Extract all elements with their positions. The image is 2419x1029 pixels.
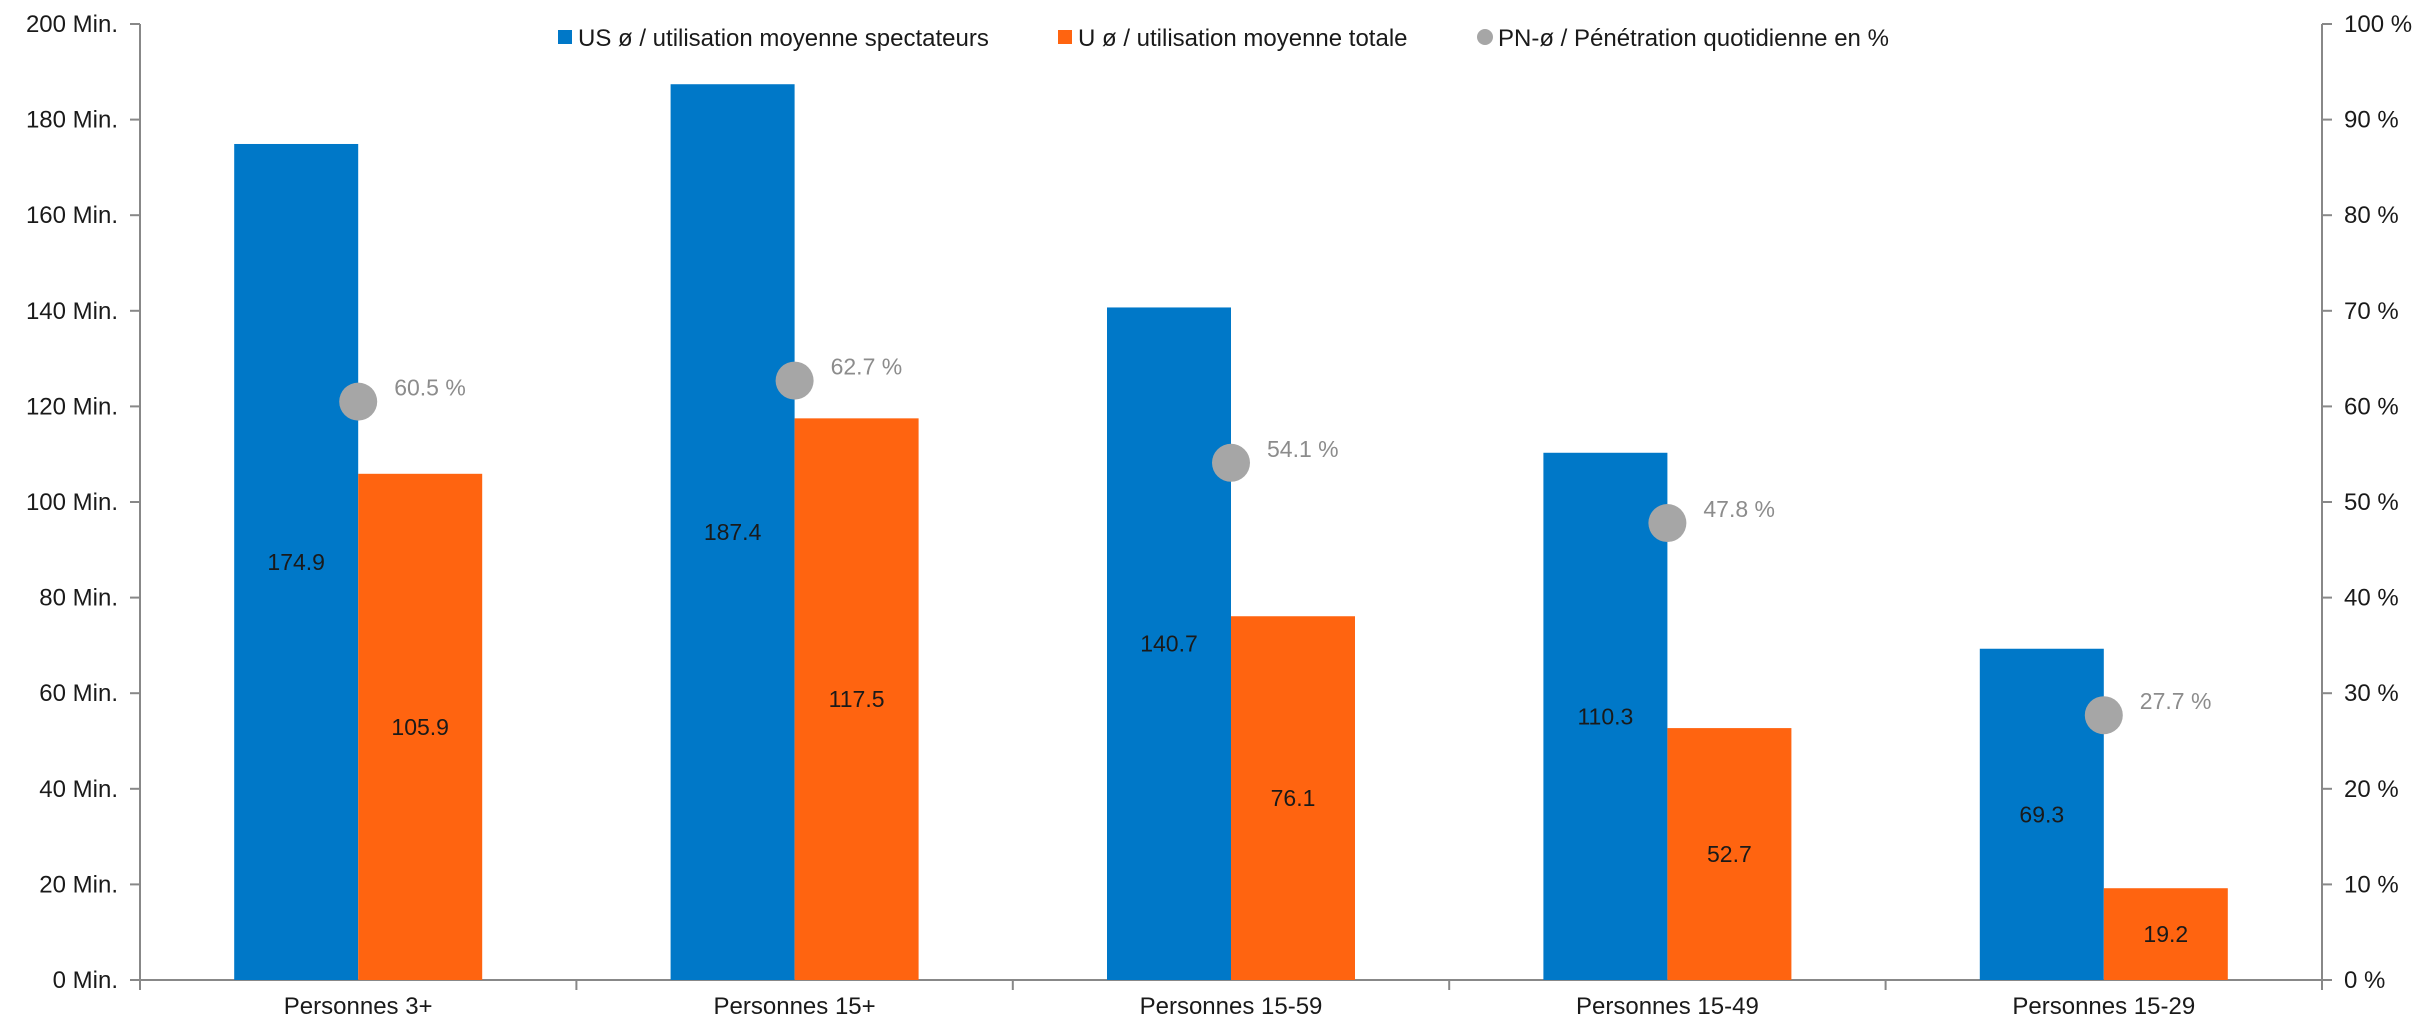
penetration-point — [1648, 504, 1687, 543]
x-axis-category-label: Personnes 3+ — [284, 993, 433, 1020]
bar-us-viewers-label: 110.3 — [1577, 703, 1633, 729]
left-axis-tick-label: 60 Min. — [39, 680, 118, 707]
bar-u-total-label: 105.9 — [391, 714, 449, 740]
x-axis-category-label: Personnes 15+ — [714, 993, 876, 1020]
penetration-point-label: 62.7 % — [831, 354, 903, 380]
penetration-point-label: 54.1 % — [1267, 436, 1339, 462]
bar-u-total — [1667, 728, 1792, 980]
bar-us-viewers — [234, 143, 359, 980]
bar-u-total-label: 19.2 — [2143, 921, 2188, 947]
left-axis-tick-label: 40 Min. — [39, 776, 118, 803]
left-axis-tick-label: 0 Min. — [53, 967, 118, 994]
bar-us-viewers-label: 174.9 — [267, 549, 325, 575]
legend-swatch — [558, 30, 572, 44]
left-axis-tick-label: 200 Min. — [26, 11, 118, 38]
bar-us-viewers — [1543, 452, 1668, 980]
legend-item-u-total: U ø / utilisation moyenne totale — [1058, 25, 1408, 52]
left-axis-tick-label: 140 Min. — [26, 298, 118, 325]
right-axis-tick-label: 20 % — [2344, 776, 2399, 803]
right-axis-tick-label: 0 % — [2344, 967, 2385, 994]
penetration-point-label: 60.5 % — [394, 375, 466, 401]
right-axis-tick-label: 90 % — [2344, 107, 2399, 134]
legend-swatch — [1058, 30, 1072, 44]
bar-u-total-label: 76.1 — [1271, 785, 1316, 811]
bar-us-viewers — [1107, 307, 1231, 981]
penetration-point — [339, 382, 378, 421]
penetration-point-label: 47.8 % — [1703, 496, 1775, 522]
right-axis-tick-label: 30 % — [2344, 680, 2399, 707]
right-axis-tick-label: 60 % — [2344, 393, 2399, 420]
legend: US ø / utilisation moyenne spectateurs U … — [558, 25, 1889, 52]
bar-us-viewers-label: 69.3 — [2019, 801, 2064, 827]
legend-label: PN-ø / Pénétration quotidienne en % — [1498, 25, 1889, 52]
x-axis-category-label: Personnes 15-59 — [1140, 993, 1323, 1020]
x-axis-category-label: Personnes 15-29 — [2012, 993, 2195, 1020]
data-labels-group: 174.9 105.9 60.5 % 187.4 117.5 62.7 % 140.7 76.… — [267, 354, 2211, 948]
bar-u-total-label: 117.5 — [829, 686, 885, 712]
right-axis-tick-label: 70 % — [2344, 298, 2399, 325]
bar-u-total-label: 52.7 — [1707, 841, 1752, 867]
left-axis-tick-label: 160 Min. — [26, 202, 118, 229]
legend-label: US ø / utilisation moyenne spectateurs — [578, 25, 989, 52]
bar-u-total — [794, 418, 919, 981]
legend-swatch — [1477, 29, 1493, 45]
legend-item-us-viewers: US ø / utilisation moyenne spectateurs — [558, 25, 989, 52]
bar-u-total — [358, 473, 483, 980]
left-axis-tick-label: 120 Min. — [26, 393, 118, 420]
bar-us-viewers — [670, 84, 795, 980]
points-group — [339, 361, 2123, 735]
right-axis-tick-label: 10 % — [2344, 871, 2399, 898]
penetration-point — [2084, 696, 2123, 735]
penetration-point — [1212, 443, 1250, 482]
bar-u-total — [1231, 616, 1355, 980]
x-axis-category-label: Personnes 15-49 — [1576, 993, 1759, 1020]
penetration-point-label: 27.7 % — [2140, 688, 2212, 714]
legend-label: U ø / utilisation moyenne totale — [1078, 25, 1408, 52]
bar-us-viewers — [1979, 648, 2104, 980]
right-axis-tick-label: 80 % — [2344, 202, 2399, 229]
bar-us-viewers-label: 187.4 — [704, 519, 762, 545]
left-axis-tick-label: 80 Min. — [39, 585, 118, 612]
bars-group — [234, 84, 2228, 981]
penetration-point — [775, 361, 814, 400]
right-axis-tick-label: 50 % — [2344, 489, 2399, 516]
left-axis-tick-label: 100 Min. — [26, 489, 118, 516]
axes-group: 0 Min. 20 Min. 40 Min. 60 Min. 80 Min. 100 Mi… — [26, 11, 2412, 1020]
right-axis-tick-label: 40 % — [2344, 585, 2399, 612]
bar-us-viewers-label: 140.7 — [1140, 631, 1198, 657]
right-axis-tick-label: 100 % — [2344, 11, 2412, 38]
left-axis-tick-label: 180 Min. — [26, 107, 118, 134]
bar-u-total — [2103, 888, 2228, 980]
legend-item-penetration: PN-ø / Pénétration quotidienne en % — [1477, 25, 1889, 52]
left-axis-tick-label: 20 Min. — [39, 871, 118, 898]
